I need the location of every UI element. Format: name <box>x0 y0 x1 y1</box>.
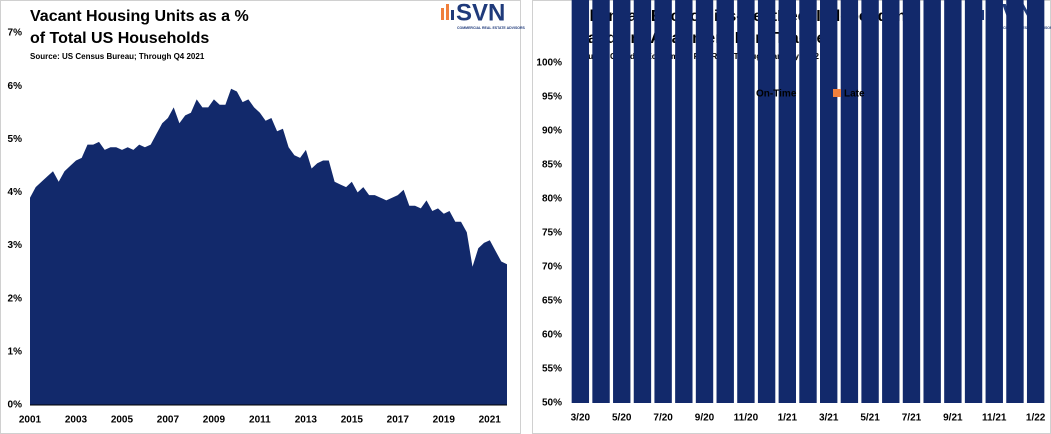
y-tick-label: 3% <box>8 240 23 251</box>
bar-segment <box>757 0 776 403</box>
x-tick-label: 5/21 <box>860 413 880 424</box>
x-tick-label: 1/21 <box>778 413 798 424</box>
y-tick-label: 80% <box>542 194 562 205</box>
y-tick-label: 95% <box>542 92 562 103</box>
bar-segment <box>737 0 755 403</box>
x-tick-label: 2017 <box>387 415 410 426</box>
bar-segment <box>1026 0 1045 403</box>
legend-swatch <box>833 89 841 97</box>
logo-text: SVN <box>456 0 505 26</box>
bar-segment <box>654 0 672 403</box>
y-tick-label: 85% <box>542 160 562 171</box>
y-tick-label: 90% <box>542 126 562 137</box>
x-tick-label: 11/20 <box>734 413 759 424</box>
x-tick-label: 2001 <box>19 415 42 426</box>
x-tick-label: 7/21 <box>902 413 922 424</box>
x-tick-label: 2021 <box>479 415 502 426</box>
bar-segment <box>923 0 941 404</box>
y-tick-label: 55% <box>542 364 562 375</box>
x-tick-label: 1/22 <box>1026 413 1046 424</box>
bar-segment <box>944 0 962 403</box>
x-tick-label: 5/20 <box>612 413 632 424</box>
y-tick-label: 4% <box>8 187 23 198</box>
bar-segment <box>882 0 900 403</box>
bar-segment <box>1006 0 1024 403</box>
legend-label: Late <box>844 89 865 100</box>
x-tick-label: 2015 <box>341 415 364 426</box>
legend-label: On-Time <box>756 89 797 100</box>
bar-segment <box>964 0 983 403</box>
y-tick-label: 50% <box>542 398 562 409</box>
bar-segment <box>695 0 714 404</box>
chart-title: of Total US Households <box>30 30 209 47</box>
y-tick-label: 100% <box>536 58 562 69</box>
bar-segment <box>613 0 631 403</box>
bar-segment <box>633 0 652 403</box>
x-tick-label: 11/21 <box>982 413 1007 424</box>
bar-segment <box>820 0 838 403</box>
bar-segment <box>840 0 859 404</box>
y-tick-label: 2% <box>8 293 23 304</box>
x-tick-label: 2019 <box>433 415 456 426</box>
bar-segment <box>902 0 921 403</box>
bar-segment <box>592 0 610 403</box>
x-tick-label: 2003 <box>65 415 88 426</box>
x-tick-label: 2005 <box>111 415 134 426</box>
x-tick-label: 3/21 <box>819 413 839 424</box>
chart-title: Vacant Housing Units as a % <box>30 8 249 25</box>
legend-swatch <box>745 89 753 97</box>
y-tick-label: 5% <box>8 134 23 145</box>
bar-segment <box>675 0 693 404</box>
x-tick-label: 2013 <box>295 415 318 426</box>
y-tick-label: 1% <box>8 346 23 357</box>
x-tick-label: 2009 <box>203 415 226 426</box>
chart-subtitle: Source: US Census Bureau; Through Q4 202… <box>30 52 205 61</box>
y-tick-label: 60% <box>542 330 562 341</box>
bar-segment <box>778 0 796 403</box>
y-tick-label: 65% <box>542 296 562 307</box>
x-tick-label: 9/20 <box>695 413 715 424</box>
bar-segment <box>799 0 817 403</box>
x-tick-label: 3/20 <box>571 413 591 424</box>
area <box>30 88 507 406</box>
y-tick-label: 6% <box>8 81 23 92</box>
bar-segment <box>861 0 879 403</box>
x-tick-label: 7/20 <box>653 413 673 424</box>
bar-segment <box>571 0 590 403</box>
y-tick-label: 70% <box>542 262 562 273</box>
x-tick-label: 2011 <box>249 415 271 426</box>
x-tick-label: 2007 <box>157 415 180 426</box>
logo-tagline: COMMERCIAL REAL ESTATE ADVISORS <box>457 26 526 30</box>
y-tick-label: 75% <box>542 228 562 239</box>
x-tick-label: 9/21 <box>943 413 963 424</box>
bar-segment <box>985 0 1003 403</box>
y-tick-label: 0% <box>8 400 23 411</box>
y-tick-label: 7% <box>8 28 23 39</box>
bar-segment <box>716 0 734 404</box>
